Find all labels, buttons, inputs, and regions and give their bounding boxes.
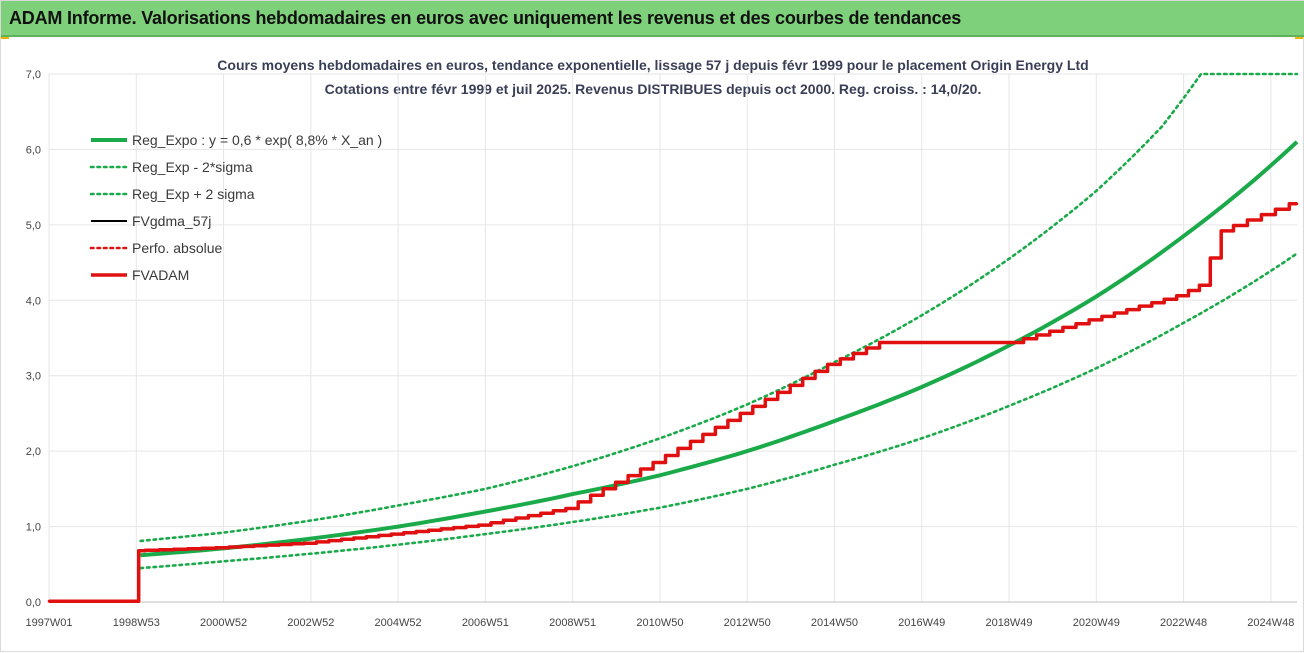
y-tick-label: 1,0	[26, 522, 41, 534]
x-tick-label: 2020W49	[1073, 617, 1120, 629]
series-line-5	[47, 202, 1299, 603]
series-line-2	[139, 252, 1299, 570]
x-tick-label: 2024W48	[1247, 617, 1294, 629]
legend-label: FVgdma_57j	[132, 213, 211, 229]
series-line-1	[140, 140, 1299, 558]
banner-title: ADAM Informe. Valorisations hebdomadaire…	[9, 8, 962, 28]
y-tick-label: 7,0	[26, 69, 41, 81]
x-tick-label: 2018W49	[985, 617, 1032, 629]
x-tick-label: 2008W51	[549, 617, 596, 629]
grid	[48, 73, 1297, 603]
series-line-4	[49, 202, 1297, 603]
x-tick-label: 2002W52	[287, 617, 334, 629]
chart-subtitle: Cotations entre févr 1999 et juil 2025. …	[324, 81, 982, 97]
title-banner: ADAM Informe. Valorisations hebdomadaire…	[1, 1, 1304, 37]
legend-label: Perfo. absolue	[132, 240, 222, 256]
x-tick-label: 2004W52	[375, 617, 422, 629]
x-tick-label: 1997W01	[25, 617, 72, 629]
axis-ticks: 0,0 1,0 2,0 3,0 4,0 5,0 6,0 7,0 1997W01 1998W53 20…	[25, 69, 1294, 629]
chart-title: Cours moyens hebdomadaires en euros, ten…	[217, 57, 1089, 73]
series-line-3	[139, 72, 1299, 543]
legend-label: Reg_Expo : y = 0,6 * exp( 8,8% * X_an )	[132, 132, 382, 148]
corner-mark-left	[1, 37, 9, 39]
y-tick-label: 6,0	[26, 144, 41, 156]
y-tick-label: 3,0	[26, 371, 41, 383]
y-tick-label: 5,0	[26, 220, 41, 232]
y-tick-label: 4,0	[26, 295, 41, 307]
series-lines	[47, 72, 1299, 603]
x-tick-label: 2010W50	[636, 617, 683, 629]
x-tick-label: 2014W50	[811, 617, 858, 629]
legend-label: Reg_Exp - 2*sigma	[132, 159, 253, 175]
y-tick-label: 2,0	[26, 446, 41, 458]
corner-mark-right	[1295, 37, 1303, 39]
x-tick-label: 1998W53	[113, 617, 160, 629]
series-line-6	[49, 201, 1297, 603]
y-tick-label: 0,0	[26, 597, 41, 609]
legend-label: FVADAM	[132, 267, 189, 283]
x-tick-label: 2012W50	[724, 617, 771, 629]
x-tick-label: 2016W49	[898, 617, 945, 629]
x-tick-label: 2022W48	[1160, 617, 1207, 629]
x-tick-label: 2006W51	[462, 617, 509, 629]
legend: Reg_Expo : y = 0,6 * exp( 8,8% * X_an ) R…	[89, 132, 382, 283]
legend-label: Reg_Exp + 2 sigma	[132, 186, 255, 202]
x-tick-label: 2000W52	[200, 617, 247, 629]
